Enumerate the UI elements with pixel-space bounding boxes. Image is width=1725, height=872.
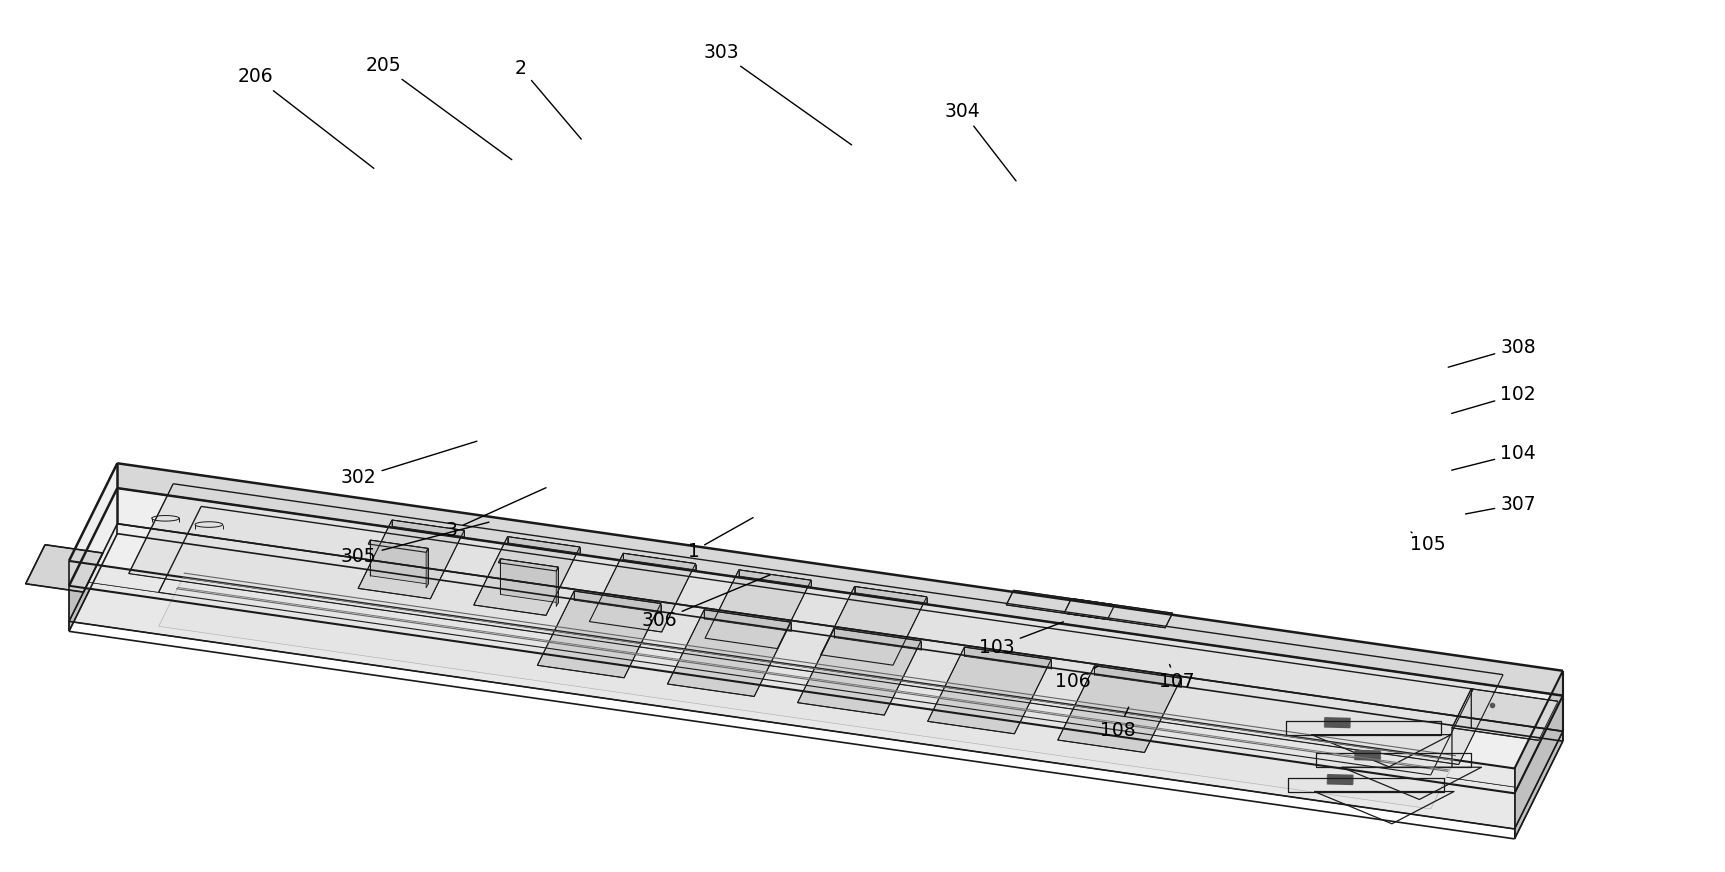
Polygon shape	[117, 524, 1563, 741]
Text: 1: 1	[688, 518, 754, 561]
Text: 308: 308	[1449, 337, 1535, 367]
Text: 303: 303	[704, 43, 852, 145]
Polygon shape	[369, 540, 428, 552]
Polygon shape	[835, 629, 921, 650]
Polygon shape	[26, 545, 104, 592]
Polygon shape	[69, 580, 1518, 794]
Polygon shape	[854, 587, 926, 603]
Polygon shape	[69, 488, 117, 622]
Polygon shape	[1515, 671, 1563, 794]
Text: 302: 302	[342, 441, 476, 487]
Polygon shape	[474, 536, 580, 616]
Polygon shape	[928, 647, 1051, 734]
Polygon shape	[623, 553, 695, 569]
Polygon shape	[706, 569, 811, 649]
Polygon shape	[114, 494, 1559, 737]
Text: 104: 104	[1452, 444, 1535, 470]
Polygon shape	[1515, 732, 1563, 839]
Text: 2: 2	[516, 58, 581, 140]
Polygon shape	[1094, 666, 1182, 687]
Polygon shape	[69, 524, 117, 631]
Polygon shape	[1430, 689, 1559, 787]
Text: 3: 3	[447, 487, 547, 540]
Text: 304: 304	[945, 102, 1016, 181]
Text: 305: 305	[342, 522, 488, 566]
Polygon shape	[69, 524, 1563, 829]
Text: 206: 206	[238, 67, 374, 168]
Polygon shape	[574, 591, 661, 613]
Polygon shape	[668, 610, 790, 697]
Polygon shape	[1057, 666, 1182, 753]
Polygon shape	[821, 587, 926, 665]
Text: 306: 306	[642, 575, 771, 630]
Polygon shape	[72, 494, 202, 592]
Polygon shape	[117, 463, 1563, 696]
Polygon shape	[129, 484, 1502, 765]
Text: 307: 307	[1466, 494, 1535, 514]
Text: 103: 103	[980, 622, 1063, 657]
Polygon shape	[555, 567, 559, 607]
Polygon shape	[392, 520, 464, 536]
Polygon shape	[371, 540, 428, 584]
Polygon shape	[964, 647, 1051, 669]
Polygon shape	[117, 488, 1563, 732]
Text: 108: 108	[1101, 707, 1135, 740]
Polygon shape	[1452, 689, 1558, 740]
Polygon shape	[538, 591, 661, 678]
Polygon shape	[69, 463, 1563, 768]
Text: 205: 205	[366, 56, 512, 160]
Polygon shape	[500, 559, 559, 603]
Polygon shape	[797, 629, 921, 715]
Polygon shape	[738, 569, 811, 587]
Text: 107: 107	[1159, 664, 1194, 691]
Text: 106: 106	[1056, 666, 1099, 691]
Polygon shape	[159, 541, 1473, 809]
Polygon shape	[499, 559, 559, 571]
Polygon shape	[1006, 590, 1114, 619]
Polygon shape	[1515, 696, 1563, 829]
Polygon shape	[426, 548, 428, 588]
Polygon shape	[590, 553, 695, 632]
Text: 105: 105	[1411, 532, 1446, 555]
Polygon shape	[1064, 598, 1173, 628]
Polygon shape	[704, 610, 790, 631]
Polygon shape	[359, 520, 464, 599]
Polygon shape	[114, 488, 1563, 701]
Text: 102: 102	[1452, 385, 1535, 413]
Polygon shape	[507, 536, 580, 553]
